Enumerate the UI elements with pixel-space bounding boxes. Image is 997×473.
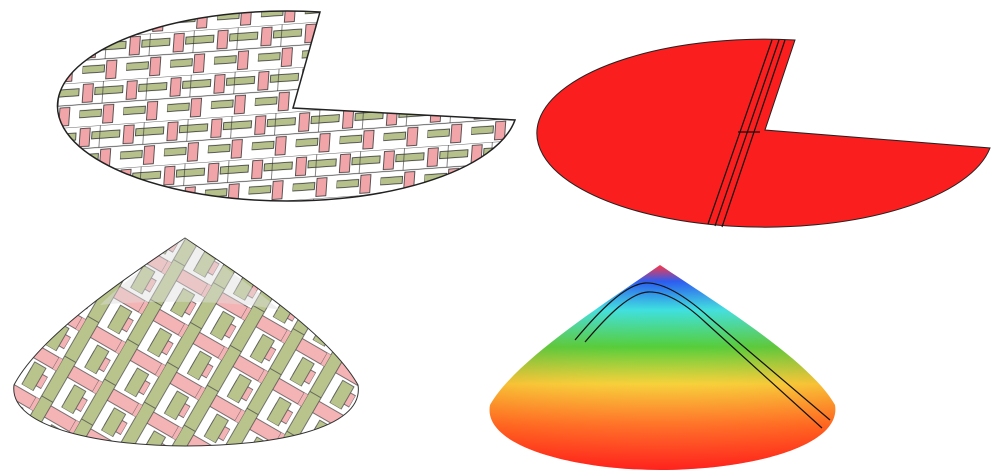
- cone-shading: [100, 238, 280, 310]
- woven-cone: [13, 237, 359, 447]
- flat-red-pattern: [536, 38, 991, 228]
- flat-woven-pattern: [56, 10, 517, 202]
- seam-lines: [707, 39, 786, 228]
- cone-seam-lines: [574, 282, 831, 429]
- heatmap-shade: [489, 265, 836, 470]
